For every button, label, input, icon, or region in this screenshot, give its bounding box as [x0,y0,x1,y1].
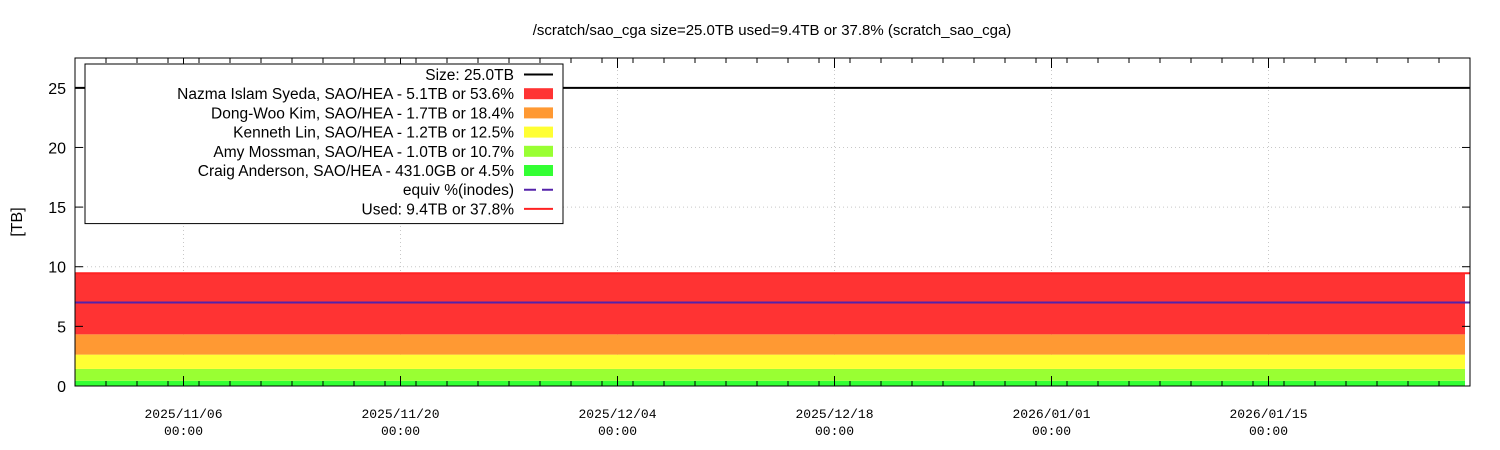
area-series [75,354,1465,369]
x-tick-label: 2025/12/04 [578,407,656,422]
area-series [75,380,1465,386]
y-tick-label: 20 [48,140,66,157]
chart-title: /scratch/sao_cga size=25.0TB used=9.4TB … [533,22,1012,39]
legend-swatch [524,88,553,100]
area-layer [75,273,1465,386]
area-series [75,273,1465,335]
plot-border [74,57,1471,387]
x-tick-label: 2026/01/01 [1012,407,1090,422]
x-tick-label-time: 00:00 [164,424,203,439]
legend-label: Dong-Woo Kim, SAO/HEA - 1.7TB or 18.4% [211,105,514,122]
legend-box [84,63,564,225]
y-tick-label: 15 [48,200,66,217]
y-axis-label: [TB] [9,207,26,236]
x-tick-label-time: 00:00 [598,424,637,439]
legend-label: Craig Anderson, SAO/HEA - 431.0GB or 4.5… [198,163,514,180]
legend-swatch [524,145,553,157]
y-tick-label: 25 [48,81,66,98]
x-tick-label-time: 00:00 [815,424,854,439]
legend-label: Amy Mossman, SAO/HEA - 1.0TB or 10.7% [213,144,514,161]
x-tick-label: 2025/11/06 [144,407,222,422]
legend-label: equiv %(inodes) [403,182,514,199]
legend-label: Size: 25.0TB [425,67,514,84]
legend-label: Used: 9.4TB or 37.8% [362,201,515,218]
legend: Size: 25.0TB Nazma Islam Syeda, SAO/HEA -… [84,63,564,225]
axis-layer: 0 5 10 15 20 25 2025/11/06 00:00 2025/11/20 00:00… [48,57,1471,439]
y-tick-label: 0 [57,379,66,396]
legend-label: Nazma Islam Syeda, SAO/HEA - 5.1TB or 53… [177,86,514,103]
x-tick-label: 2026/01/15 [1229,407,1307,422]
area-series [75,368,1465,381]
y-tick-label: 10 [48,260,66,277]
legend-swatch [524,126,553,138]
area-series [75,334,1465,355]
x-tick-label-time: 00:00 [1032,424,1071,439]
legend-swatch [524,107,553,119]
x-tick-label-time: 00:00 [1249,424,1288,439]
y-tick-label: 5 [57,319,66,336]
x-tick-label: 2025/12/18 [795,407,873,422]
x-tick-label-time: 00:00 [381,424,420,439]
legend-label: Kenneth Lin, SAO/HEA - 1.2TB or 12.5% [233,125,514,142]
x-tick-label: 2025/11/20 [361,407,439,422]
legend-swatch [524,165,553,176]
